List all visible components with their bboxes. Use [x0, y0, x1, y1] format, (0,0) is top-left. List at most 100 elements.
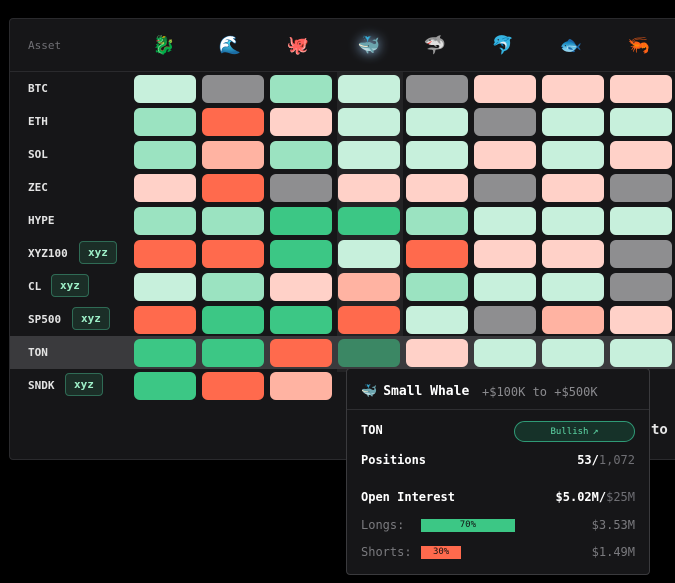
heatmap-cell[interactable] [202, 75, 264, 103]
heatmap-cell[interactable] [338, 240, 400, 268]
heatmap-cell[interactable] [134, 372, 196, 400]
heatmap-cell[interactable] [338, 141, 400, 169]
heatmap-cell[interactable] [406, 108, 468, 136]
heatmap-cell[interactable] [202, 372, 264, 400]
heatmap-cell[interactable] [202, 141, 264, 169]
table-row[interactable]: ZEC [10, 171, 675, 204]
heatmap-cell[interactable] [134, 240, 196, 268]
heatmap-cell[interactable] [542, 174, 604, 202]
heatmap-cell[interactable] [134, 141, 196, 169]
heatmap-cell[interactable] [610, 108, 672, 136]
heatmap-cell[interactable] [406, 75, 468, 103]
heatmap-cell[interactable] [270, 306, 332, 334]
table-row[interactable]: ETH [10, 105, 675, 138]
heatmap-cell[interactable] [474, 108, 536, 136]
asset-label: TON [28, 346, 48, 359]
heatmap-cell[interactable] [202, 108, 264, 136]
heatmap-cell[interactable] [610, 207, 672, 235]
heatmap-cell[interactable] [406, 306, 468, 334]
heatmap-cell[interactable] [610, 306, 672, 334]
heatmap-cell[interactable] [542, 339, 604, 367]
table-row[interactable]: BTC [10, 72, 675, 105]
shark-icon[interactable]: 🦈 [423, 35, 447, 56]
heatmap-cell[interactable] [202, 339, 264, 367]
heatmap-cell[interactable] [134, 174, 196, 202]
heatmap-cell[interactable] [474, 339, 536, 367]
octopus-icon[interactable]: 🐙 [286, 35, 310, 56]
heatmap-cell[interactable] [134, 273, 196, 301]
heatmap-cell[interactable] [338, 273, 400, 301]
heatmap-cell[interactable] [542, 207, 604, 235]
heatmap-cell[interactable] [474, 306, 536, 334]
table-row[interactable]: XYZ100 xyz [10, 237, 675, 270]
table-row[interactable]: CL xyz [10, 270, 675, 303]
table-row[interactable]: HYPE [10, 204, 675, 237]
heatmap-cell[interactable] [610, 240, 672, 268]
whale-icon[interactable]: 🐳 [357, 35, 381, 56]
heatmap-cell[interactable] [202, 240, 264, 268]
heatmap-cell[interactable] [474, 75, 536, 103]
heatmap-cell[interactable] [474, 240, 536, 268]
heatmap-cell[interactable] [270, 372, 332, 400]
heatmap-cell[interactable] [134, 108, 196, 136]
heatmap-cell[interactable] [542, 240, 604, 268]
heatmap-cell[interactable] [474, 273, 536, 301]
heatmap-cell[interactable] [406, 174, 468, 202]
heatmap-cell[interactable] [542, 273, 604, 301]
heatmap-cell[interactable] [202, 207, 264, 235]
heatmap-cell[interactable] [542, 108, 604, 136]
heatmap-cell[interactable] [406, 207, 468, 235]
heatmap-cell[interactable] [542, 75, 604, 103]
heatmap-cell[interactable] [338, 75, 400, 103]
table-row[interactable]: SNDK xyz [10, 369, 675, 402]
heatmap-cell[interactable] [474, 141, 536, 169]
wave-icon[interactable]: 🌊 [218, 35, 242, 56]
heatmap-cell[interactable] [542, 141, 604, 169]
heatmap-cell[interactable] [610, 273, 672, 301]
heatmap-cell[interactable] [338, 108, 400, 136]
shrimp-icon[interactable]: 🦐 [627, 35, 651, 56]
heatmap-cell[interactable] [270, 174, 332, 202]
heatmap-cell[interactable] [270, 240, 332, 268]
heatmap-cell[interactable] [406, 240, 468, 268]
heatmap-cell[interactable] [406, 339, 468, 367]
heatmap-cell[interactable] [270, 141, 332, 169]
dolphin-icon[interactable]: 🐬 [491, 35, 515, 56]
tooltip-title-text: Small Whale [383, 384, 470, 399]
heatmap-cell[interactable] [338, 174, 400, 202]
heatmap-cell[interactable] [338, 207, 400, 235]
heatmap-cell[interactable] [338, 339, 400, 367]
heatmap-cell[interactable] [202, 306, 264, 334]
dragon-icon[interactable]: 🐉 [152, 35, 176, 56]
table-row[interactable]: SP500 xyz [10, 303, 675, 336]
tooltip-title: 🐳 Small Whale [361, 384, 469, 399]
table-row[interactable]: TON [10, 336, 675, 369]
heatmap-cell[interactable] [134, 339, 196, 367]
heatmap-cell[interactable] [610, 141, 672, 169]
heatmap-cell[interactable] [270, 108, 332, 136]
heatmap-cell[interactable] [610, 174, 672, 202]
heatmap-cell[interactable] [134, 207, 196, 235]
heatmap-cell[interactable] [202, 273, 264, 301]
xyz-tag: xyz [79, 241, 117, 264]
heatmap-cell[interactable] [542, 306, 604, 334]
heatmap-cell[interactable] [270, 273, 332, 301]
heatmap-cell[interactable] [202, 174, 264, 202]
heatmap-cell[interactable] [474, 174, 536, 202]
heatmap-cell[interactable] [406, 141, 468, 169]
heatmap-cell[interactable] [406, 273, 468, 301]
sentiment-badge: Bullish ↗ [514, 421, 635, 442]
heatmap-cell[interactable] [610, 75, 672, 103]
fish-icon[interactable]: 🐟 [559, 35, 583, 56]
heatmap-cell[interactable] [270, 207, 332, 235]
heatmap-cell[interactable] [134, 75, 196, 103]
table-row[interactable]: SOL [10, 138, 675, 171]
heatmap-cell[interactable] [610, 339, 672, 367]
longs-label: Longs: [361, 518, 405, 532]
positions-count: 53/ [577, 453, 599, 467]
heatmap-cell[interactable] [270, 339, 332, 367]
heatmap-cell[interactable] [474, 207, 536, 235]
heatmap-cell[interactable] [338, 306, 400, 334]
heatmap-cell[interactable] [270, 75, 332, 103]
heatmap-cell[interactable] [134, 306, 196, 334]
